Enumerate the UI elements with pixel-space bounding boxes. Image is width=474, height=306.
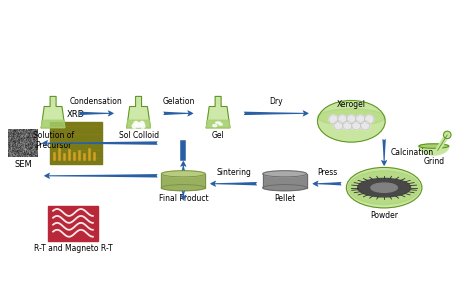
Circle shape <box>365 115 374 124</box>
Circle shape <box>356 115 365 124</box>
Text: Condensation: Condensation <box>70 97 123 106</box>
Ellipse shape <box>263 171 307 177</box>
Text: Solution of
Precursor: Solution of Precursor <box>33 131 73 150</box>
Ellipse shape <box>371 183 397 192</box>
Polygon shape <box>137 99 140 104</box>
Polygon shape <box>206 96 230 128</box>
Text: Sol Colloid: Sol Colloid <box>118 131 159 140</box>
Text: Gelation: Gelation <box>162 97 194 106</box>
Ellipse shape <box>419 144 449 148</box>
Ellipse shape <box>162 171 205 177</box>
Circle shape <box>141 124 145 128</box>
Polygon shape <box>217 99 220 104</box>
Text: Powder: Powder <box>370 211 398 220</box>
Polygon shape <box>41 96 65 128</box>
Text: Grind: Grind <box>423 157 445 166</box>
Ellipse shape <box>263 185 307 191</box>
Ellipse shape <box>213 125 217 127</box>
Text: Xerogel: Xerogel <box>337 100 366 109</box>
Ellipse shape <box>318 109 385 125</box>
Polygon shape <box>127 96 150 128</box>
Ellipse shape <box>320 103 383 139</box>
Text: XRD: XRD <box>67 110 85 119</box>
Circle shape <box>352 121 361 130</box>
Text: Calcination: Calcination <box>391 148 434 157</box>
Text: Press: Press <box>317 168 337 177</box>
Text: Dry: Dry <box>269 97 283 106</box>
Text: Pellet: Pellet <box>274 194 295 203</box>
Circle shape <box>137 123 141 127</box>
Circle shape <box>329 115 338 124</box>
Bar <box>50 122 102 164</box>
Text: Final Product: Final Product <box>158 194 208 203</box>
Text: SEM: SEM <box>14 160 32 169</box>
Ellipse shape <box>162 185 205 191</box>
Text: Gel: Gel <box>212 131 225 140</box>
Ellipse shape <box>346 167 422 208</box>
Polygon shape <box>419 146 449 155</box>
Ellipse shape <box>318 100 385 142</box>
Bar <box>48 206 98 241</box>
Circle shape <box>361 121 370 130</box>
Circle shape <box>140 121 144 126</box>
Ellipse shape <box>219 124 222 125</box>
Polygon shape <box>41 120 65 128</box>
Circle shape <box>347 115 356 124</box>
Ellipse shape <box>358 178 410 197</box>
Circle shape <box>338 115 347 124</box>
Ellipse shape <box>348 171 420 204</box>
Bar <box>263 174 307 188</box>
Circle shape <box>334 121 343 130</box>
Text: Sintering: Sintering <box>216 168 251 177</box>
Polygon shape <box>206 120 230 128</box>
Circle shape <box>134 121 138 126</box>
Ellipse shape <box>216 122 220 124</box>
Circle shape <box>444 131 451 139</box>
Bar <box>162 174 205 188</box>
Circle shape <box>132 124 137 128</box>
Text: R-T and Magneto R-T: R-T and Magneto R-T <box>34 244 112 253</box>
Circle shape <box>343 121 352 130</box>
Polygon shape <box>51 99 55 104</box>
Polygon shape <box>127 120 150 128</box>
